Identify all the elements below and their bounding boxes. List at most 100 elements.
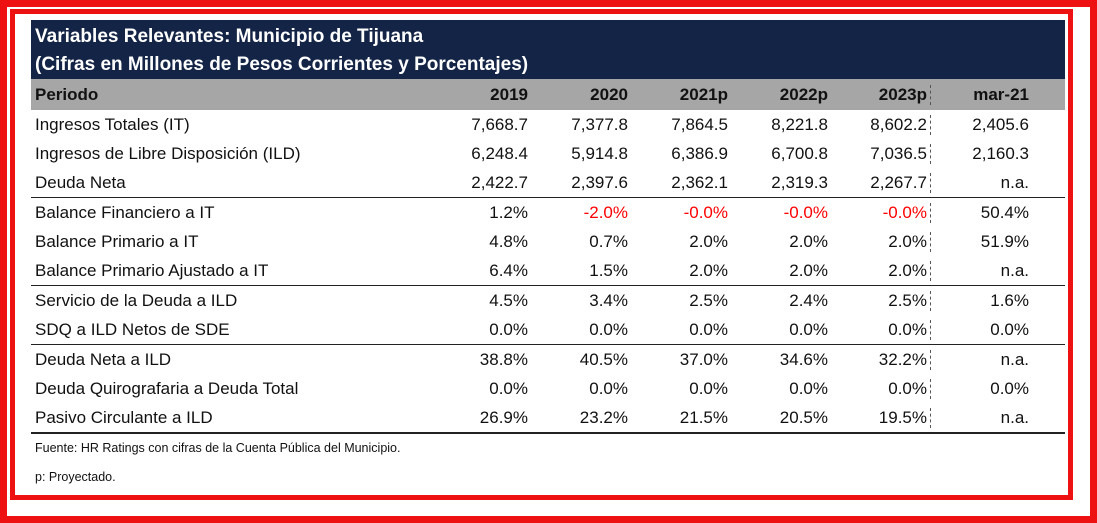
row-value-2023p: 0.0% [831,378,931,399]
row-value-2022p: -0.0% [783,202,828,222]
header-mar-21: mar-21 [973,84,1029,104]
header-2023p: 2023p [831,84,931,105]
row-value-2021p: 6,386.9 [671,143,728,163]
table-row: Deuda Quirografaria a Deuda Total 0.0% 0.0… [31,374,1065,403]
row-value-2021p: 2,362.1 [671,172,728,192]
row-label: Balance Financiero a IT [35,202,215,222]
row-value-2020: 40.5% [579,349,628,369]
header-2022p: 2022p [779,84,828,104]
row-value-2020: 2,397.6 [571,172,628,192]
row-value-2021p: 7,864.5 [671,114,728,134]
row-value-mar-21: 1.6% [990,290,1029,310]
row-label: Deuda Quirografaria a Deuda Total [35,378,299,398]
row-value-mar-21: 2,160.3 [972,143,1029,163]
row-value-2021p: 2.0% [689,260,728,280]
table-subtitle: (Cifras en Millones de Pesos Corrientes … [35,54,529,75]
row-value-mar-21: 2,405.6 [972,114,1029,134]
row-value-2021p: 2.5% [689,290,728,310]
row-value-2019: 7,668.7 [471,114,528,134]
row-value-2020: 0.7% [589,231,628,251]
header-2019: 2019 [490,84,528,104]
row-value-2020: 5,914.8 [571,143,628,163]
row-value-2022p: 2.0% [789,260,828,280]
row-value-2022p: 34.6% [779,349,828,369]
row-value-mar-21: 51.9% [980,231,1029,251]
row-label: Ingresos de Libre Disposición (ILD) [35,143,301,163]
variables-table-figure: Variables Relevantes: Municipio de Tijua… [31,20,1065,492]
row-label: Balance Primario Ajustado a IT [35,260,269,280]
row-value-2020: 23.2% [579,407,628,427]
row-value-2022p: 2.4% [789,290,828,310]
row-value-2019: 0.0% [489,319,528,339]
row-value-2023p: 0.0% [831,319,931,340]
row-value-2021p: 21.5% [679,407,728,427]
row-value-mar-21: n.a. [1000,349,1029,369]
table-title: Variables Relevantes: Municipio de Tijua… [35,26,424,47]
row-value-2020: 0.0% [589,319,628,339]
table-row: Ingresos de Libre Disposición (ILD) 6,248… [31,139,1065,168]
row-value-2020: 1.5% [589,260,628,280]
row-value-2019: 2,422.7 [471,172,528,192]
table-row: Balance Primario a IT 4.8% 0.7% 2.0% 2.0% 2.0… [31,227,1065,256]
table-row: Ingresos Totales (IT) 7,668.7 7,377.8 7,864… [31,110,1065,139]
projected-footnote: p: Proyectado. [35,470,116,484]
row-value-2023p: 2.0% [831,260,931,281]
row-value-2021p: 0.0% [689,378,728,398]
header-2021p: 2021p [679,84,728,104]
row-value-2019: 0.0% [489,378,528,398]
table-row: Deuda Neta a ILD 38.8% 40.5% 37.0% 34.6% 32.2… [31,344,1065,374]
row-value-2020: 3.4% [589,290,628,310]
row-value-2019: 6,248.4 [471,143,528,163]
row-label: Ingresos Totales (IT) [35,114,190,134]
row-value-2021p: 0.0% [689,319,728,339]
row-value-mar-21: n.a. [1000,172,1029,192]
table-row: Pasivo Circulante a ILD 26.9% 23.2% 21.5% 20… [31,403,1065,434]
row-value-2022p: 2.0% [789,231,828,251]
row-value-2020: 0.0% [589,378,628,398]
row-label: SDQ a ILD Netos de SDE [35,319,230,339]
table-row: Balance Financiero a IT 1.2% -2.0% -0.0% -0.… [31,197,1065,227]
row-value-2019: 6.4% [489,260,528,280]
row-value-2023p: 8,602.2 [831,114,931,135]
table-body: Ingresos Totales (IT) 7,668.7 7,377.8 7,864… [31,110,1065,434]
header-2020: 2020 [590,84,628,104]
row-value-2019: 26.9% [479,407,528,427]
row-value-mar-21: n.a. [1000,260,1029,280]
row-value-mar-21: 0.0% [990,319,1029,339]
row-value-2019: 4.8% [489,231,528,251]
row-label: Deuda Neta [35,172,126,192]
table-notes: Fuente: HR Ratings con cifras de la Cuen… [31,434,1065,492]
table-header-row: Periodo 2019 2020 2021p 2022p 2023p mar-… [31,79,1065,110]
row-value-2021p: 37.0% [679,349,728,369]
table-row: Servicio de la Deuda a ILD 4.5% 3.4% 2.5% 2.… [31,285,1065,315]
row-value-mar-21: n.a. [1000,407,1029,427]
table-row: SDQ a ILD Netos de SDE 0.0% 0.0% 0.0% 0.0% 0.… [31,315,1065,344]
source-note: Fuente: HR Ratings con cifras de la Cuen… [35,441,401,455]
row-label: Deuda Neta a ILD [35,349,172,369]
row-value-2022p: 0.0% [789,319,828,339]
row-value-2022p: 8,221.8 [771,114,828,134]
row-value-2019: 1.2% [489,202,528,222]
row-value-2020: -2.0% [583,202,628,222]
row-value-2019: 38.8% [479,349,528,369]
row-value-2023p: 2.5% [831,290,931,311]
row-value-2022p: 0.0% [789,378,828,398]
row-value-2023p: 32.2% [831,349,931,370]
table-row: Deuda Neta 2,422.7 2,397.6 2,362.1 2,319.3 2,… [31,168,1065,197]
row-label: Servicio de la Deuda a ILD [35,290,238,310]
row-value-2023p: 19.5% [831,407,931,428]
row-value-2023p: 7,036.5 [831,143,931,164]
row-value-mar-21: 50.4% [980,202,1029,222]
row-value-2023p: -0.0% [831,202,931,223]
header-periodo: Periodo [35,84,99,104]
row-value-2020: 7,377.8 [571,114,628,134]
row-value-2021p: -0.0% [683,202,728,222]
row-label: Balance Primario a IT [35,231,199,251]
row-value-2022p: 2,319.3 [771,172,828,192]
row-value-2023p: 2.0% [831,231,931,252]
row-value-2022p: 6,700.8 [771,143,828,163]
table-row: Balance Primario Ajustado a IT 6.4% 1.5% 2.… [31,256,1065,285]
table-title-block: Variables Relevantes: Municipio de Tijua… [31,20,1065,79]
row-value-mar-21: 0.0% [990,378,1029,398]
row-value-2022p: 20.5% [779,407,828,427]
